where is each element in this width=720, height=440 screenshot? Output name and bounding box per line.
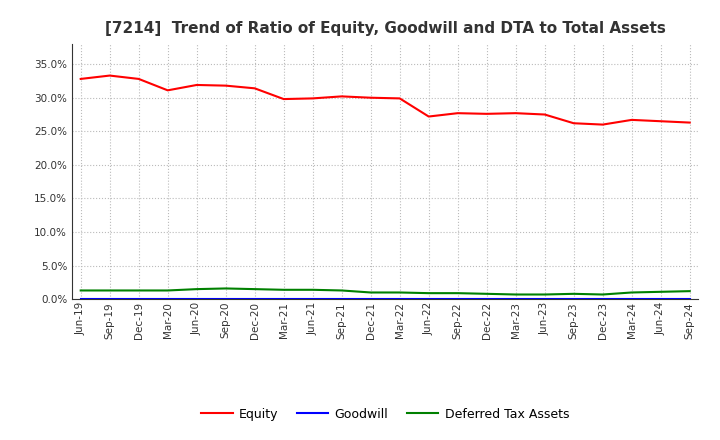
Goodwill	[454, 297, 462, 302]
Goodwill	[511, 297, 520, 302]
Equity	[279, 96, 288, 102]
Goodwill	[657, 297, 665, 302]
Deferred Tax Assets	[163, 288, 172, 293]
Equity	[454, 110, 462, 116]
Deferred Tax Assets	[685, 289, 694, 294]
Equity	[221, 83, 230, 88]
Goodwill	[192, 297, 201, 302]
Title: [7214]  Trend of Ratio of Equity, Goodwill and DTA to Total Assets: [7214] Trend of Ratio of Equity, Goodwil…	[105, 21, 665, 36]
Deferred Tax Assets	[366, 290, 375, 295]
Deferred Tax Assets	[657, 289, 665, 294]
Goodwill	[685, 297, 694, 302]
Goodwill	[482, 297, 491, 302]
Deferred Tax Assets	[482, 291, 491, 297]
Deferred Tax Assets	[570, 291, 578, 297]
Line: Deferred Tax Assets: Deferred Tax Assets	[81, 289, 690, 294]
Equity	[395, 96, 404, 101]
Goodwill	[541, 297, 549, 302]
Equity	[338, 94, 346, 99]
Deferred Tax Assets	[511, 292, 520, 297]
Equity	[192, 82, 201, 88]
Goodwill	[76, 297, 85, 302]
Deferred Tax Assets	[598, 292, 607, 297]
Equity	[482, 111, 491, 117]
Goodwill	[163, 297, 172, 302]
Deferred Tax Assets	[279, 287, 288, 293]
Equity	[163, 88, 172, 93]
Deferred Tax Assets	[395, 290, 404, 295]
Deferred Tax Assets	[424, 290, 433, 296]
Equity	[657, 119, 665, 124]
Goodwill	[627, 297, 636, 302]
Goodwill	[598, 297, 607, 302]
Deferred Tax Assets	[221, 286, 230, 291]
Goodwill	[424, 297, 433, 302]
Goodwill	[251, 297, 259, 302]
Goodwill	[221, 297, 230, 302]
Deferred Tax Assets	[454, 290, 462, 296]
Line: Equity: Equity	[81, 76, 690, 125]
Legend: Equity, Goodwill, Deferred Tax Assets: Equity, Goodwill, Deferred Tax Assets	[197, 403, 574, 425]
Equity	[627, 117, 636, 122]
Deferred Tax Assets	[541, 292, 549, 297]
Equity	[424, 114, 433, 119]
Deferred Tax Assets	[105, 288, 114, 293]
Deferred Tax Assets	[627, 290, 636, 295]
Goodwill	[105, 297, 114, 302]
Equity	[76, 76, 85, 81]
Goodwill	[338, 297, 346, 302]
Goodwill	[395, 297, 404, 302]
Deferred Tax Assets	[76, 288, 85, 293]
Goodwill	[366, 297, 375, 302]
Deferred Tax Assets	[192, 286, 201, 292]
Deferred Tax Assets	[135, 288, 143, 293]
Equity	[135, 76, 143, 81]
Equity	[541, 112, 549, 117]
Equity	[511, 110, 520, 116]
Goodwill	[135, 297, 143, 302]
Equity	[308, 96, 317, 101]
Deferred Tax Assets	[338, 288, 346, 293]
Equity	[598, 122, 607, 127]
Goodwill	[570, 297, 578, 302]
Equity	[570, 121, 578, 126]
Equity	[105, 73, 114, 78]
Goodwill	[308, 297, 317, 302]
Goodwill	[279, 297, 288, 302]
Equity	[366, 95, 375, 100]
Deferred Tax Assets	[251, 286, 259, 292]
Equity	[251, 86, 259, 91]
Equity	[685, 120, 694, 125]
Deferred Tax Assets	[308, 287, 317, 293]
